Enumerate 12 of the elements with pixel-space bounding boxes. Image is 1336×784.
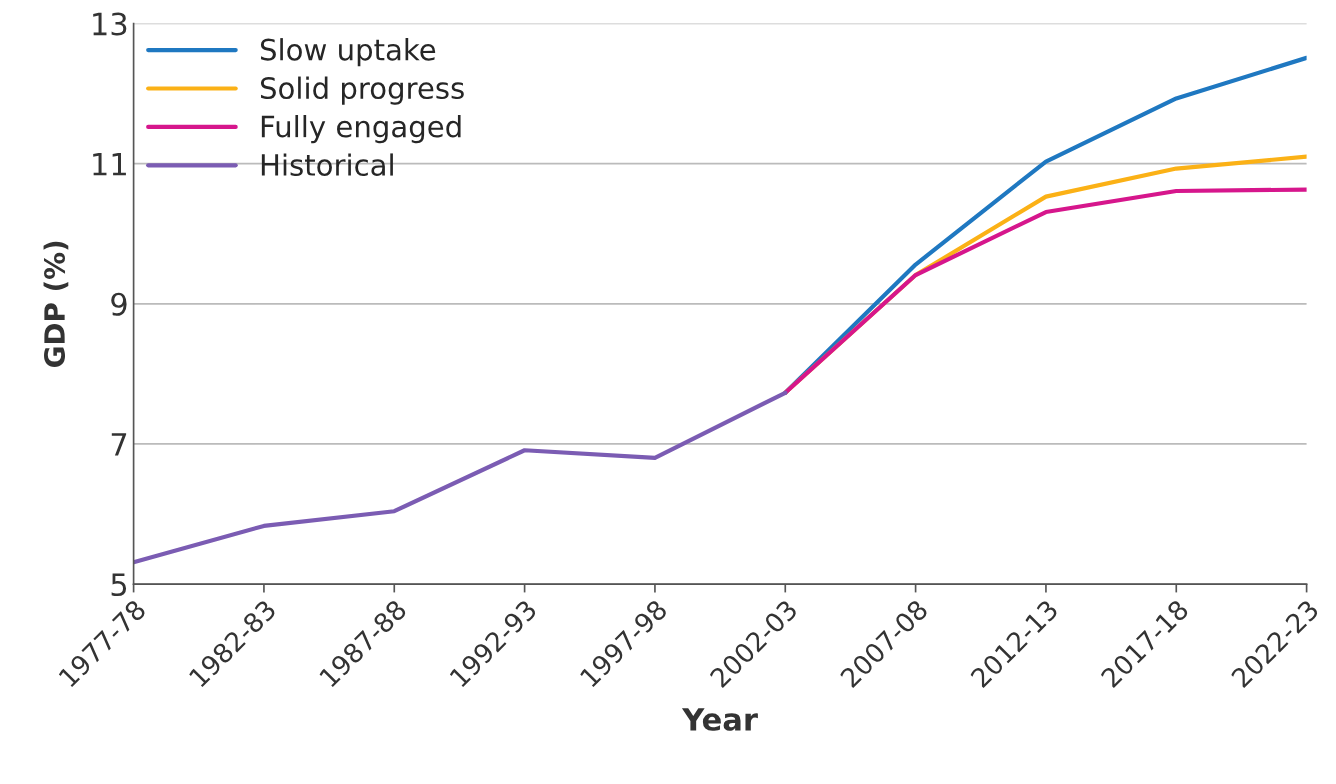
- y-tick-label: 11: [93, 152, 126, 176]
- y-tick-label: 5: [111, 573, 127, 597]
- legend-label: Fully engaged: [261, 114, 461, 144]
- legend-label: Solid progress: [260, 76, 464, 105]
- y-tick-label: 7: [111, 433, 127, 456]
- legend-label: Slow uptake: [260, 38, 436, 67]
- y-axis-title: GDP (%): [43, 241, 69, 367]
- y-tick-label: 13: [93, 12, 127, 36]
- x-axis-title: Year: [681, 708, 758, 731]
- line-series: [133, 390, 788, 565]
- y-tick-label: 9: [111, 292, 127, 316]
- legend-label: Historical: [261, 153, 393, 176]
